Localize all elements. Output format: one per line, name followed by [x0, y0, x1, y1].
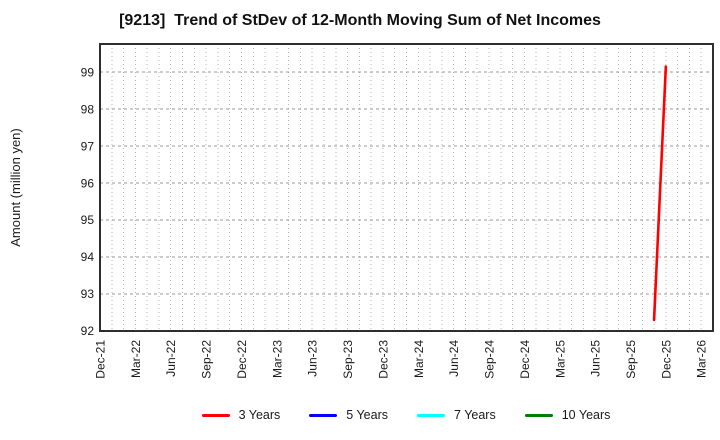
legend-item-5-years: 5 Years	[309, 409, 388, 422]
y-tick-label: 96	[81, 176, 95, 190]
legend-line-sample	[417, 413, 446, 417]
y-tick-label: 98	[81, 102, 95, 116]
x-tick-label: Dec-25	[659, 340, 673, 379]
legend-label: 3 Years	[238, 407, 281, 422]
legend-line-sample	[524, 413, 553, 417]
legend-item-7-years: 7 Years	[417, 409, 496, 422]
x-tick-label: Sep-25	[624, 340, 638, 379]
y-tick-label: 93	[81, 287, 95, 301]
horizontal-gridlines	[100, 71, 713, 295]
x-tick-label: Mar-24	[412, 340, 426, 378]
legend-line-sample	[309, 413, 338, 417]
y-tick-label: 94	[81, 250, 95, 264]
y-tick-label: 92	[81, 324, 95, 338]
x-tick-labels: Dec-21 Mar-22 Jun-22 Sep-22 Dec-22 Mar-23 Jun-…	[94, 340, 709, 379]
x-tick-label: Sep-22	[200, 340, 214, 379]
legend-label: 5 Years	[346, 407, 389, 422]
legend-item-3-years: 3 Years	[201, 407, 281, 422]
y-axis-title: Amount (million yen)	[8, 128, 23, 247]
legend-label: 10 Years	[561, 407, 611, 422]
y-tick-labels: 92 93 94 95 96 97 98 99	[81, 65, 95, 338]
x-tick-label: Dec-23	[376, 340, 390, 379]
y-tick-label: 99	[81, 65, 95, 79]
x-tick-label: Jun-23	[306, 340, 320, 377]
x-tick-label: Dec-21	[94, 340, 108, 379]
x-tick-label: Mar-26	[695, 340, 709, 378]
plot-border	[99, 43, 714, 332]
x-tick-label: Mar-23	[270, 340, 284, 378]
y-tick-label: 95	[81, 213, 95, 227]
x-tick-label: Dec-22	[235, 340, 249, 379]
x-tick-label: Sep-23	[341, 340, 355, 379]
x-tick-label: Sep-24	[483, 340, 497, 379]
chart-title: [9213] Trend of StDev of 12-Month Moving…	[119, 12, 601, 29]
y-tick-label: 97	[81, 139, 95, 153]
series-line-3-years	[652, 65, 668, 322]
legend-item-10-years: 10 Years	[524, 407, 611, 422]
x-tick-label: Dec-24	[518, 340, 532, 379]
x-tick-label: Jun-25	[589, 340, 603, 377]
x-tick-label: Jun-22	[164, 340, 178, 377]
x-tick-label: Mar-22	[129, 340, 143, 378]
legend-line-sample	[201, 413, 230, 417]
x-tick-label: Jun-24	[447, 340, 461, 377]
legend-label: 7 Years	[454, 407, 496, 422]
vertical-gridlines	[111, 44, 702, 331]
x-tick-label: Mar-25	[553, 340, 567, 378]
chart-legend: 3 Years 5 Years 7 Years 10 Years	[96, 405, 716, 425]
